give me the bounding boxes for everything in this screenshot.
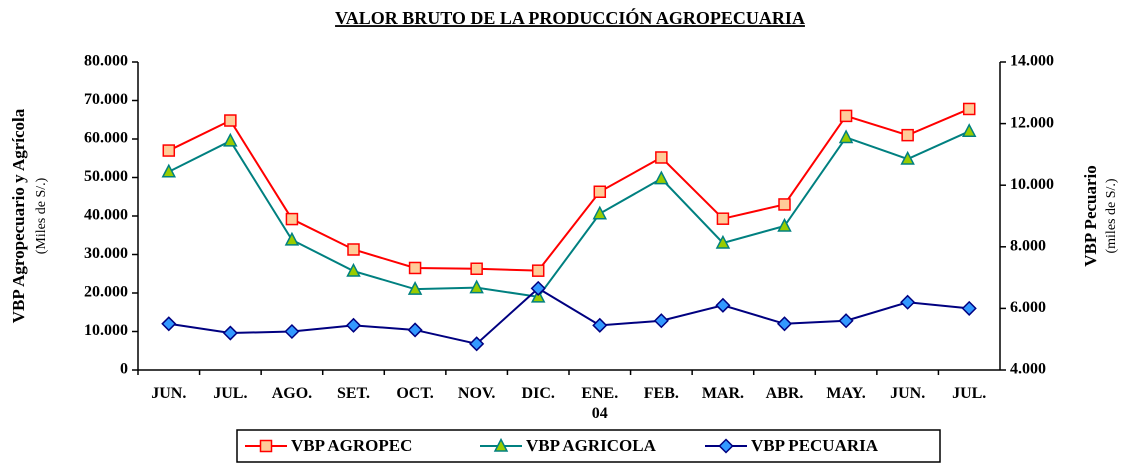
marker <box>161 316 177 332</box>
x-tick-label: OCT. <box>396 385 434 402</box>
legend-label: VBP AGRICOLA <box>526 436 657 455</box>
y-tick-label: 10.000 <box>84 322 128 339</box>
y2-tick-label: 6.000 <box>1010 299 1046 316</box>
marker <box>407 281 423 295</box>
x-tick-label: JUN. <box>890 385 926 402</box>
y2-tick-label: 8.000 <box>1010 237 1046 254</box>
marker <box>901 128 914 142</box>
x-tick-label: NOV. <box>457 385 496 402</box>
marker <box>530 280 546 296</box>
y-axis-title: VBP Agropecuario y Agrícola <box>9 108 28 323</box>
series-line <box>168 130 970 298</box>
legend-marker <box>259 439 273 453</box>
chart-title: VALOR BRUTO DE LA PRODUCCIÓN AGROPECUARI… <box>335 7 805 28</box>
marker <box>962 102 976 116</box>
marker <box>224 114 237 127</box>
y-tick-label: 0 <box>120 361 128 378</box>
x-tick-label: ENE. 04 <box>581 385 619 422</box>
legend-label: VBP AGROPEC <box>291 436 412 455</box>
y2-tick-label: 12.000 <box>1010 114 1054 131</box>
series-line <box>168 108 970 272</box>
marker <box>346 262 361 277</box>
marker <box>839 109 853 123</box>
marker <box>776 316 793 332</box>
marker <box>284 323 300 340</box>
marker <box>530 288 546 303</box>
marker <box>592 317 608 333</box>
y-tick-label: 30.000 <box>84 245 128 262</box>
x-tick-label: JUL. <box>213 385 248 402</box>
y-tick-label: 60.000 <box>84 130 128 147</box>
x-tick-label: JUL. <box>952 385 987 402</box>
marker <box>655 151 668 164</box>
marker <box>408 261 422 275</box>
y-tick-label: 20.000 <box>84 284 128 301</box>
marker <box>469 279 484 294</box>
marker <box>715 234 731 249</box>
x-tick-label: MAY. <box>826 385 866 402</box>
x-tick-label: MAR. <box>701 385 745 402</box>
x-tick-label: AGO. <box>271 385 313 402</box>
y2-tick-label: 4.000 <box>1010 361 1046 378</box>
y-tick-label: 70.000 <box>84 91 128 108</box>
x-tick-label: DIC. <box>521 385 555 402</box>
marker <box>715 297 731 313</box>
x-tick-label: ABR. <box>765 385 804 402</box>
y-tick-label: 40.000 <box>84 207 128 224</box>
y-tick-label: 80.000 <box>84 53 128 70</box>
marker <box>900 150 915 165</box>
marker <box>223 132 238 147</box>
y2-tick-label: 14.000 <box>1010 53 1054 70</box>
marker <box>592 205 608 220</box>
marker <box>407 322 423 338</box>
marker <box>777 217 792 232</box>
marker <box>284 231 300 246</box>
x-tick-label: JUN. <box>151 385 187 402</box>
marker <box>161 163 177 178</box>
marker <box>654 170 669 185</box>
marker <box>347 243 360 256</box>
marker <box>470 262 483 275</box>
marker <box>838 129 854 144</box>
legend-marker <box>493 437 509 452</box>
y2-axis-subtitle: (miles de S/.) <box>1104 178 1119 253</box>
marker <box>345 317 362 333</box>
marker <box>900 294 916 310</box>
y2-tick-label: 10.000 <box>1010 176 1054 193</box>
marker <box>531 264 545 277</box>
legend-marker <box>718 438 734 454</box>
marker <box>593 185 607 198</box>
marker <box>716 212 730 225</box>
marker <box>222 325 238 341</box>
legend-box <box>236 429 941 463</box>
y-axis-subtitle: (Miles de S/.) <box>34 177 49 254</box>
marker <box>162 144 176 157</box>
marker <box>653 313 669 329</box>
marker <box>778 198 791 211</box>
marker <box>961 123 977 138</box>
marker <box>961 300 977 316</box>
series-line <box>168 287 970 345</box>
marker <box>469 336 485 352</box>
marker <box>838 313 854 329</box>
x-tick-label: SET. <box>336 385 371 402</box>
y-tick-label: 50.000 <box>84 168 128 185</box>
y2-axis-title: VBP Pecuario <box>1081 165 1100 267</box>
marker <box>285 212 299 226</box>
x-tick-label: FEB. <box>643 385 679 402</box>
legend-label: VBP PECUARIA <box>751 436 879 455</box>
